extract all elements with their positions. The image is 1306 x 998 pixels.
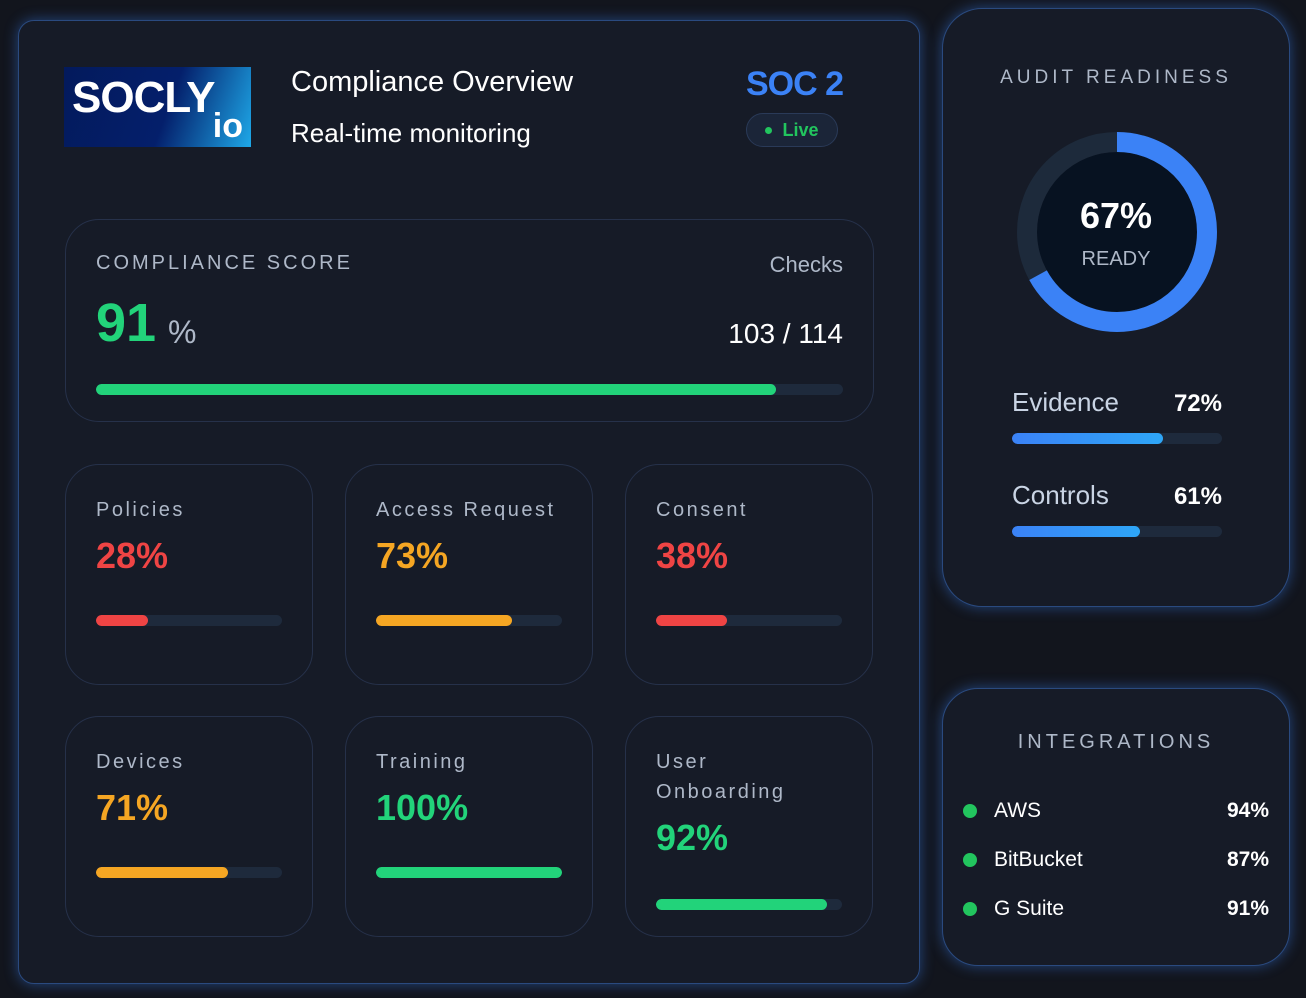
metric-value: 61% — [1173, 483, 1222, 510]
checks-label: Checks — [769, 252, 843, 277]
audit-metric: Evidence 72% — [1012, 387, 1222, 418]
integration-value: 94% — [1226, 799, 1269, 822]
audit-metric: Controls 61% — [1012, 480, 1222, 511]
donut-center — [1037, 152, 1197, 312]
integration-item[interactable]: G Suite 91% — [963, 897, 1269, 921]
integration-value: 91% — [1226, 897, 1269, 920]
tile-progress-bar — [96, 867, 282, 878]
integrations-title: INTEGRATIONS — [1017, 731, 1215, 753]
socly-logo: SOCLY io — [64, 67, 251, 147]
integration-name: AWS — [994, 799, 1042, 822]
score-value: 91 — [96, 293, 157, 353]
tile-progress-bar — [376, 867, 562, 878]
live-label: Live — [782, 119, 819, 140]
live-dot-icon — [765, 126, 773, 134]
donut-arc — [1017, 132, 1217, 332]
readiness-sublabel: READY — [1081, 248, 1151, 270]
metric-tile[interactable]: Devices 71% — [65, 716, 313, 937]
integration-item[interactable]: AWS 94% — [963, 799, 1269, 823]
tile-value: 100% — [376, 787, 469, 828]
tile-value: 73% — [376, 535, 449, 576]
integration-name: BitBucket — [994, 848, 1083, 871]
framework-label: SOC 2 — [746, 65, 844, 103]
integration-item[interactable]: BitBucket 87% — [963, 848, 1269, 872]
status-dot-icon — [963, 804, 977, 818]
metric-value: 72% — [1173, 390, 1222, 417]
score-label: COMPLIANCE SCORE — [96, 252, 353, 274]
audit-readiness-panel: AUDIT READINESS 67% READY Evidence 72% Co… — [942, 8, 1290, 607]
audit-title: AUDIT READINESS — [1000, 67, 1232, 88]
tile-label: Access Request — [376, 499, 556, 521]
integrations-panel: INTEGRATIONS AWS 94% BitBucket 87% G Suite 91… — [942, 688, 1290, 966]
tile-label: User Onboarding — [656, 751, 786, 803]
readiness-value: 67% — [1079, 195, 1153, 236]
tile-label: Devices — [96, 751, 185, 773]
status-dot-icon — [963, 853, 977, 867]
metric-tile[interactable]: Policies 28% — [65, 464, 313, 685]
tile-progress-bar — [376, 615, 562, 626]
tile-progress-bar — [96, 615, 282, 626]
tile-label: Consent — [656, 499, 748, 521]
tile-value: 92% — [656, 817, 729, 858]
status-dot-icon — [963, 902, 977, 916]
compliance-score-card: COMPLIANCE SCORE Checks 91 % 103 / 114 — [65, 219, 874, 422]
score-progress-bar — [96, 384, 843, 395]
tile-value: 28% — [96, 535, 169, 576]
readiness-donut — [1017, 132, 1217, 332]
tile-value: 71% — [96, 787, 169, 828]
metric-tile[interactable]: User Onboarding 92% — [625, 716, 873, 937]
tile-progress-bar — [656, 899, 842, 910]
tile-label: Training — [376, 751, 468, 773]
metric-progress-bar — [1012, 526, 1222, 537]
tile-progress-bar — [656, 615, 842, 626]
checks-value: 103 / 114 — [728, 318, 843, 349]
metric-label: Controls — [1012, 480, 1109, 510]
metric-tile[interactable]: Training 100% — [345, 716, 593, 937]
integration-value: 87% — [1226, 848, 1269, 871]
metric-tile[interactable]: Access Request 73% — [345, 464, 593, 685]
metric-label: Evidence — [1012, 387, 1119, 417]
metric-progress-bar — [1012, 433, 1222, 444]
score-unit: % — [168, 314, 197, 350]
live-status-badge: Live — [746, 113, 838, 147]
tile-label: Policies — [96, 499, 185, 521]
page-subtitle: Real-time monitoring — [291, 118, 531, 148]
integration-name: G Suite — [994, 897, 1065, 920]
page-title: Compliance Overview — [291, 66, 574, 98]
tile-value: 38% — [656, 535, 729, 576]
metric-tile[interactable]: Consent 38% — [625, 464, 873, 685]
